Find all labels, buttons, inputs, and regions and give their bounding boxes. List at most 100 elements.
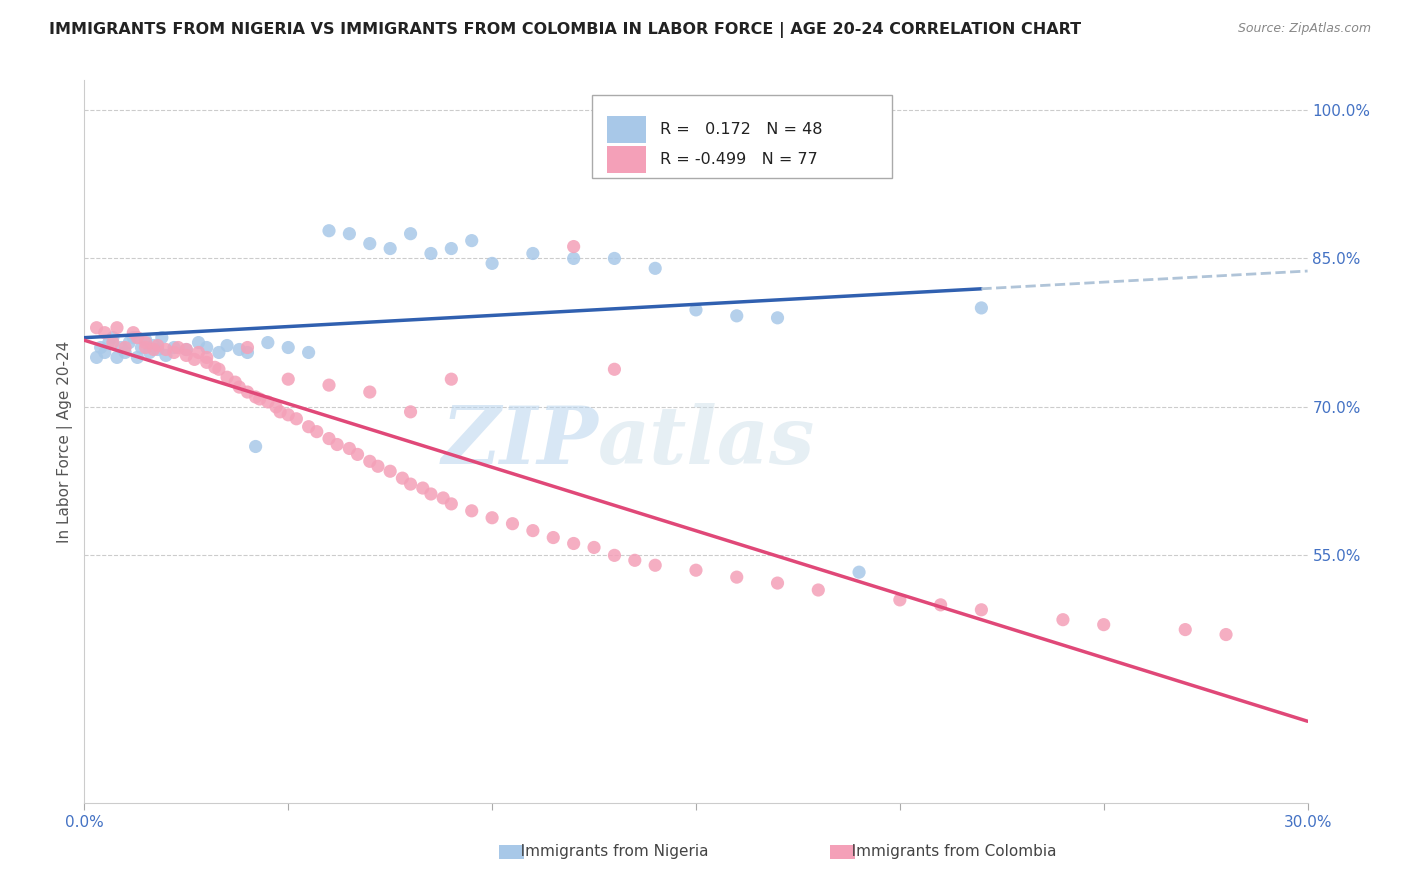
Point <box>146 338 169 352</box>
Point <box>380 242 402 256</box>
Point <box>277 372 299 386</box>
Point <box>440 497 463 511</box>
Y-axis label: In Labor Force | Age 20-24: In Labor Force | Age 20-24 <box>58 341 73 542</box>
Point <box>208 362 231 376</box>
Point <box>142 338 165 352</box>
Text: R =   0.172   N = 48: R = 0.172 N = 48 <box>661 122 823 137</box>
Point <box>257 335 280 350</box>
Point <box>110 341 132 355</box>
Point <box>105 320 128 334</box>
Point <box>97 335 120 350</box>
Point <box>367 459 389 474</box>
Point <box>174 348 197 362</box>
Point <box>522 524 544 538</box>
Point <box>269 405 291 419</box>
Bar <box>499 845 524 859</box>
Point <box>603 362 626 376</box>
Point <box>1052 613 1074 627</box>
Point <box>167 341 190 355</box>
Point <box>318 432 340 446</box>
Point <box>150 330 173 344</box>
Point <box>101 330 124 344</box>
Point <box>326 437 349 451</box>
Point <box>277 408 299 422</box>
Point <box>208 345 231 359</box>
Point <box>122 330 145 344</box>
Point <box>562 536 585 550</box>
Point <box>135 333 157 347</box>
Point <box>481 256 503 270</box>
Point <box>420 246 443 260</box>
FancyBboxPatch shape <box>606 116 645 144</box>
Point <box>481 510 503 524</box>
Text: Source: ZipAtlas.com: Source: ZipAtlas.com <box>1237 22 1371 36</box>
Point <box>399 477 422 491</box>
Point <box>889 593 911 607</box>
Point <box>766 310 789 325</box>
Point <box>522 246 544 260</box>
Point <box>195 355 218 369</box>
Point <box>118 335 141 350</box>
Point <box>346 447 368 461</box>
Point <box>380 464 402 478</box>
Point <box>807 582 830 597</box>
Point <box>583 541 606 555</box>
Point <box>122 326 145 340</box>
Point <box>644 558 666 573</box>
Text: atlas: atlas <box>598 403 815 480</box>
Point <box>93 326 115 340</box>
Point <box>391 471 413 485</box>
Point <box>432 491 454 505</box>
Point <box>339 442 361 456</box>
Point <box>285 411 308 425</box>
Point <box>970 603 993 617</box>
Point <box>359 236 381 251</box>
Point <box>502 516 524 531</box>
Point <box>155 348 177 362</box>
Point <box>163 345 186 359</box>
Point <box>562 239 585 253</box>
Point <box>399 227 422 241</box>
Point <box>766 576 789 591</box>
Point <box>127 330 149 344</box>
Point <box>217 370 239 384</box>
Point <box>359 385 381 400</box>
Point <box>603 252 626 266</box>
Point <box>298 345 321 359</box>
Point <box>848 565 870 579</box>
Point <box>236 341 259 355</box>
Point <box>685 563 707 577</box>
Point <box>685 302 707 317</box>
Point <box>174 343 197 357</box>
Point <box>236 345 259 359</box>
Point <box>195 341 218 355</box>
Point <box>135 335 157 350</box>
Point <box>929 598 952 612</box>
Point <box>1215 627 1237 641</box>
Point <box>461 234 484 248</box>
Text: IMMIGRANTS FROM NIGERIA VS IMMIGRANTS FROM COLOMBIA IN LABOR FORCE | AGE 20-24 C: IMMIGRANTS FROM NIGERIA VS IMMIGRANTS FR… <box>49 22 1081 38</box>
Point <box>114 345 136 359</box>
Point <box>236 385 259 400</box>
Point <box>187 345 209 359</box>
Point <box>228 380 250 394</box>
Point <box>90 341 112 355</box>
Point <box>163 341 186 355</box>
Point <box>725 570 748 584</box>
Point <box>224 375 246 389</box>
Point <box>114 341 136 355</box>
Point <box>318 224 340 238</box>
FancyBboxPatch shape <box>592 95 891 178</box>
Point <box>603 549 626 563</box>
Point <box>1174 623 1197 637</box>
Point <box>146 343 169 357</box>
Text: R = -0.499   N = 77: R = -0.499 N = 77 <box>661 152 818 167</box>
Point <box>174 343 197 357</box>
Point <box>725 309 748 323</box>
Point <box>339 227 361 241</box>
Point <box>86 351 108 365</box>
Point <box>86 320 108 334</box>
Text: Immigrants from Colombia: Immigrants from Colombia <box>837 845 1056 859</box>
Point <box>105 351 128 365</box>
Point <box>138 345 160 359</box>
